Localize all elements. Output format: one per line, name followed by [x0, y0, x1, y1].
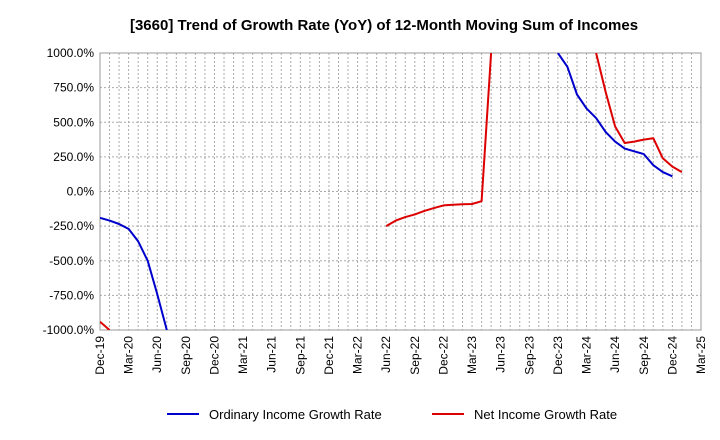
y-tick-label: 250.0%	[53, 150, 94, 164]
series-line-net-income	[385, 53, 493, 227]
grid	[100, 53, 701, 330]
x-tick-label: Sep-23	[522, 336, 536, 375]
x-tick-label: Jun-23	[494, 336, 508, 373]
x-tick-label: Dec-20	[207, 336, 221, 375]
legend-label: Ordinary Income Growth Rate	[209, 407, 382, 422]
x-tick-label: Dec-23	[551, 336, 565, 375]
x-tick-label: Dec-21	[322, 336, 336, 375]
x-tick-label: Mar-21	[236, 336, 250, 374]
series-line-ordinary-income	[100, 216, 168, 330]
y-tick-label: -750.0%	[49, 288, 94, 302]
x-tick-label: Dec-22	[436, 336, 450, 375]
x-tick-label: Jun-24	[608, 336, 622, 373]
x-tick-label: Jun-20	[150, 336, 164, 373]
series-line-net-income	[100, 320, 111, 330]
series-line-net-income	[595, 53, 683, 173]
x-tick-label: Jun-22	[379, 336, 393, 373]
x-tick-label: Mar-24	[580, 336, 594, 374]
y-tick-label: -1000.0%	[43, 323, 95, 337]
x-tick-label: Jun-21	[265, 336, 279, 373]
x-tick-label: Mar-25	[694, 336, 708, 374]
y-tick-label: 1000.0%	[47, 46, 95, 60]
x-tick-label: Sep-24	[637, 336, 651, 375]
chart-title: [3660] Trend of Growth Rate (YoY) of 12-…	[130, 17, 638, 34]
x-tick-label: Sep-22	[408, 336, 422, 375]
legend-label: Net Income Growth Rate	[474, 407, 617, 422]
y-tick-label: 500.0%	[53, 115, 94, 129]
x-tick-label: Mar-23	[465, 336, 479, 374]
y-tick-label: 750.0%	[53, 81, 94, 95]
series-line-ordinary-income	[557, 53, 673, 178]
y-tick-label: -500.0%	[49, 254, 94, 268]
x-tick-label: Sep-20	[179, 336, 193, 375]
y-axis: 1000.0% 750.0% 500.0% 250.0% 0.0% -250.0% -500…	[43, 46, 95, 337]
y-tick-label: -250.0%	[49, 219, 94, 233]
x-tick-label: Dec-24	[665, 336, 679, 375]
x-axis: Dec-19 Mar-20 Jun-20 Sep-20 Dec-20 Mar-21 Jun-…	[93, 336, 708, 375]
x-tick-label: Sep-21	[293, 336, 307, 375]
x-tick-label: Mar-20	[122, 336, 136, 374]
x-tick-label: Dec-19	[93, 336, 107, 375]
x-tick-label: Mar-22	[351, 336, 365, 374]
plot-frame	[99, 52, 702, 331]
series-lines	[100, 53, 683, 330]
legend: Ordinary Income Growth Rate Net Income Gr…	[167, 407, 617, 422]
y-tick-label: 0.0%	[67, 185, 95, 199]
